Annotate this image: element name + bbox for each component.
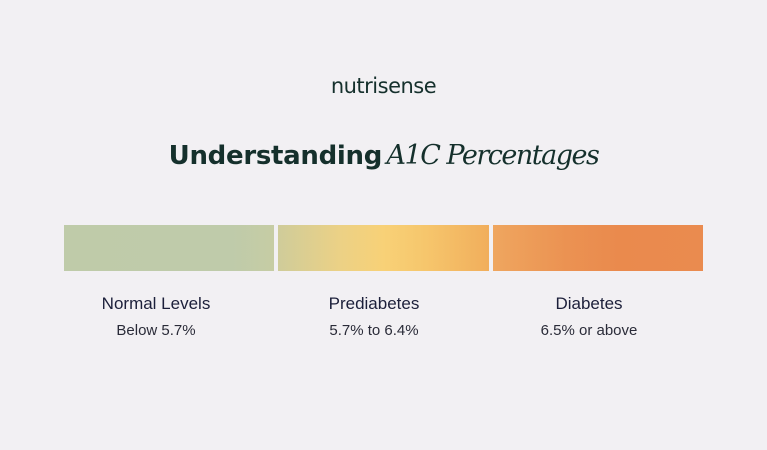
category-name: Diabetes [555, 294, 623, 313]
title-plain: Understanding [168, 141, 383, 171]
category-range: 6.5% or above [540, 322, 638, 339]
normal-levels-segment [64, 225, 274, 271]
prediabetes-segment [278, 225, 489, 271]
category-range: 5.7% to 6.4% [329, 322, 419, 339]
nutrisense-logo: nutrisense [330, 74, 437, 98]
category-name: Normal Levels [101, 294, 211, 313]
title-italic: A1C Percentages [386, 140, 600, 171]
diabetes-segment [493, 225, 703, 271]
a1c-scale-bar [64, 225, 703, 271]
category-name: Prediabetes [328, 294, 420, 313]
page-title: Understanding A1C Percentages [0, 140, 767, 171]
category-range: Below 5.7% [116, 322, 196, 339]
